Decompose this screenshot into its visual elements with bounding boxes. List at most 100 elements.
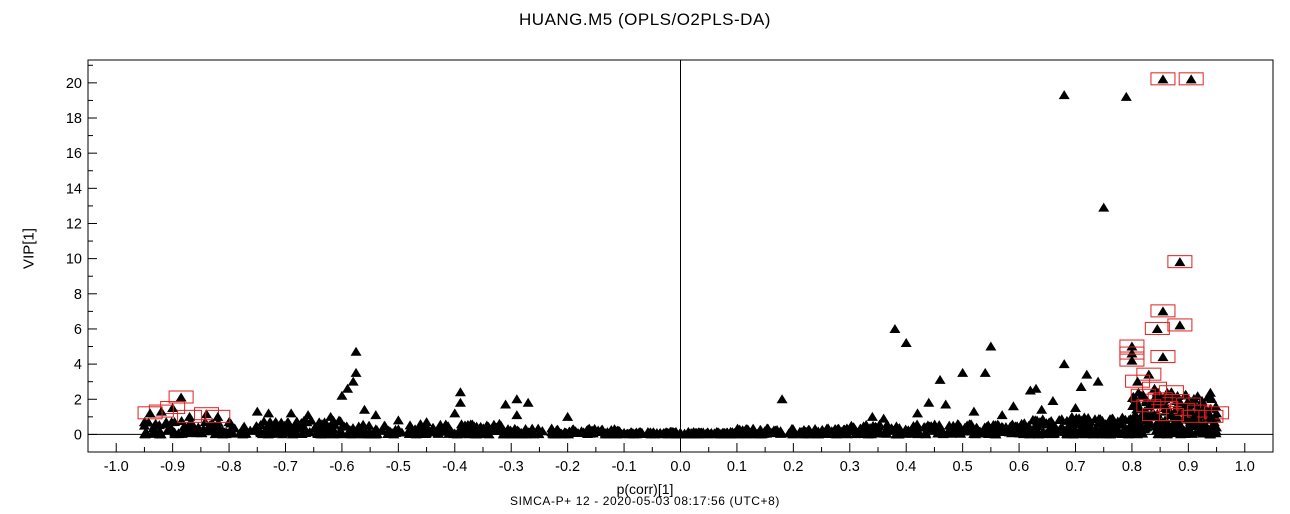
data-point [421, 425, 433, 435]
data-point [150, 418, 162, 428]
data-point [244, 425, 256, 435]
data-point [185, 417, 197, 427]
data-point [350, 346, 362, 356]
y-tick-label: 10 [66, 252, 82, 268]
data-point [1066, 412, 1078, 422]
dense-points [138, 387, 1222, 439]
data-point [478, 427, 490, 437]
highlighted-point [1174, 320, 1186, 330]
data-point [785, 426, 797, 436]
data-point [350, 367, 362, 377]
data-point [302, 410, 314, 420]
data-point [1192, 425, 1204, 435]
data-point [1104, 414, 1116, 424]
data-point [547, 429, 559, 439]
data-point [500, 399, 512, 409]
highlighted-point [1177, 404, 1189, 414]
data-point [526, 427, 538, 437]
data-point [900, 424, 912, 434]
highlight-box [1130, 388, 1156, 402]
data-point [1024, 429, 1036, 439]
data-point [1092, 376, 1104, 386]
data-point [802, 427, 814, 437]
data-point [735, 426, 747, 436]
data-point [1133, 403, 1145, 413]
data-point [712, 427, 724, 437]
x-tick-label: -0.7 [273, 459, 298, 475]
data-point [522, 397, 534, 407]
data-point [1210, 401, 1222, 411]
highlight-box [1204, 406, 1230, 420]
highlight-box [1178, 72, 1204, 86]
data-point [741, 429, 753, 439]
highlighted-point [1211, 408, 1223, 418]
data-point [421, 417, 433, 427]
data-point [1058, 359, 1070, 369]
data-point [336, 390, 348, 400]
highlighted-point [1149, 410, 1160, 420]
y-tick-label: 0 [74, 427, 82, 443]
highlight-box [1144, 321, 1170, 335]
data-point [183, 423, 195, 433]
data-point [305, 415, 317, 425]
data-point [693, 428, 705, 438]
highlight-box [1158, 385, 1184, 399]
y-tick-label: 4 [74, 357, 82, 373]
data-point [654, 428, 666, 438]
highlight-box [1181, 409, 1207, 423]
data-point [454, 387, 466, 397]
data-point [1178, 426, 1190, 436]
highlight-box [1147, 392, 1173, 406]
highlighted-point [212, 411, 224, 421]
data-point [918, 421, 930, 431]
highlighted-point [1165, 410, 1177, 420]
data-point [552, 424, 564, 434]
data-point [1127, 391, 1139, 401]
data-point [295, 422, 307, 432]
data-point [511, 394, 523, 404]
data-point [209, 429, 221, 439]
highlighted-point [1132, 376, 1144, 386]
data-point [1075, 423, 1087, 433]
data-point [342, 383, 354, 393]
data-point [173, 428, 185, 438]
data-point [1136, 409, 1148, 419]
y-tick-label: 12 [66, 216, 82, 232]
data-point [759, 426, 771, 436]
data-point [1098, 202, 1110, 212]
data-point [1048, 428, 1060, 438]
highlighted-point [175, 392, 187, 402]
data-point [441, 423, 453, 433]
data-point [1137, 428, 1149, 438]
data-point [449, 408, 461, 418]
y-tick-label: 6 [74, 322, 82, 338]
data-point [563, 426, 575, 436]
chart-title: HUANG.M5 (OPLS/O2PLS-DA) [519, 10, 771, 29]
data-point [1209, 426, 1221, 436]
data-point [912, 408, 923, 418]
data-point [338, 421, 350, 431]
highlighted-point [1143, 369, 1155, 379]
data-point [702, 428, 714, 438]
highlight-box [1136, 367, 1162, 381]
data-point [511, 410, 523, 420]
x-tick-label: -0.9 [160, 459, 185, 475]
data-point [1141, 422, 1153, 432]
y-tick-label: 20 [66, 76, 82, 92]
data-point [493, 418, 505, 428]
highlighted-point [1157, 352, 1169, 362]
data-point [1152, 429, 1164, 439]
data-point [355, 424, 367, 434]
data-point [433, 424, 445, 434]
highlight-box [1150, 72, 1176, 86]
data-point [900, 338, 912, 348]
highlight-box [1153, 401, 1179, 415]
data-point [933, 424, 945, 434]
data-point [1007, 401, 1019, 411]
data-point [1127, 428, 1139, 438]
highlight-box [1125, 374, 1151, 388]
highlight-box [1158, 408, 1184, 422]
data-point [138, 420, 150, 430]
x-tick-label: 0.5 [953, 459, 973, 475]
data-point [1078, 413, 1090, 423]
